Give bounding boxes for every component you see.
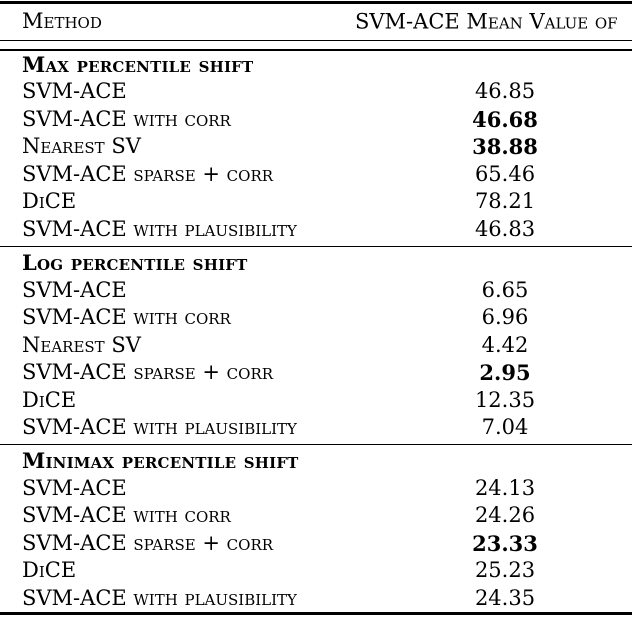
table-row: SVM-ACE sparse + corr 65.46 [0, 161, 632, 189]
table-row: SVM-ACE with corr 46.68 [0, 106, 632, 134]
table-header-row: Method SVM-ACE Mean Value of [0, 4, 632, 40]
top-rule [0, 1, 632, 4]
table-row: SVM-ACE with corr 6.96 [0, 304, 632, 332]
table-row: DiCE 78.21 [0, 188, 632, 216]
method-cell: SVM-ACE [22, 79, 127, 104]
method-cell: Nearest SV [22, 134, 141, 159]
method-cell: SVM-ACE with plausibility [22, 415, 297, 440]
value-cell: 24.26 [474, 503, 536, 528]
table-row: SVM-ACE sparse + corr 23.33 [0, 530, 632, 558]
method-cell: SVM-ACE with corr [22, 503, 231, 528]
value-cell: 78.21 [474, 189, 536, 214]
value-cell: 7.04 [481, 415, 529, 440]
method-cell: SVM-ACE with plausibility [22, 216, 297, 241]
table-row: SVM-ACE with plausibility 7.04 [0, 414, 632, 442]
table-section: Minimax percentile shift SVM-ACE 24.13 S… [0, 447, 632, 612]
rule-line [0, 39, 632, 41]
section-title: Log percentile shift [22, 250, 248, 276]
table-body: Max percentile shift SVM-ACE 46.85 SVM-A… [0, 51, 632, 613]
method-cell: Nearest SV [22, 332, 141, 357]
table-row: SVM-ACE 46.85 [0, 78, 632, 106]
method-cell: DiCE [22, 558, 77, 583]
section-divider-rule [0, 443, 632, 446]
table-row: SVM-ACE sparse + corr 2.95 [0, 359, 632, 387]
method-cell: SVM-ACE [22, 277, 127, 302]
table-row: SVM-ACE 6.65 [0, 276, 632, 304]
table-section: Max percentile shift SVM-ACE 46.85 SVM-A… [0, 51, 632, 244]
value-cell: 24.13 [474, 475, 536, 500]
table-row: DiCE 25.23 [0, 557, 632, 585]
method-cell: SVM-ACE sparse + corr [22, 530, 274, 555]
table-row: SVM-ACE 24.13 [0, 475, 632, 503]
value-cell: 4.42 [481, 332, 529, 357]
section-title-row: Max percentile shift [0, 51, 632, 79]
value-cell: 38.88 [472, 134, 538, 160]
value-cell: 2.95 [479, 360, 531, 386]
table-section: Log percentile shift SVM-ACE 6.65 SVM-AC… [0, 249, 632, 442]
value-cell: 12.35 [474, 387, 536, 412]
method-cell: SVM-ACE [22, 475, 127, 500]
method-cell: DiCE [22, 387, 77, 412]
rule-line [0, 49, 632, 51]
table-row: SVM-ACE with corr 24.26 [0, 502, 632, 530]
method-cell: SVM-ACE with plausibility [22, 585, 297, 610]
method-cell: SVM-ACE sparse + corr [22, 161, 274, 186]
method-cell: DiCE [22, 189, 77, 214]
table-row: Nearest SV 4.42 [0, 331, 632, 359]
section-title: Minimax percentile shift [22, 448, 299, 474]
method-cell: SVM-ACE sparse + corr [22, 360, 274, 385]
value-cell: 46.83 [474, 216, 536, 241]
table-row: DiCE 12.35 [0, 386, 632, 414]
value-cell: 65.46 [474, 161, 536, 186]
method-cell: SVM-ACE with corr [22, 305, 231, 330]
value-cell: 25.23 [474, 558, 536, 583]
table-row: SVM-ACE with plausibility 24.35 [0, 585, 632, 613]
value-cell: 23.33 [472, 530, 538, 556]
col-header-value: SVM-ACE Mean Value of [355, 9, 618, 33]
header-double-rule [0, 39, 632, 51]
table-row: Nearest SV 38.88 [0, 133, 632, 161]
section-title: Max percentile shift [22, 51, 254, 77]
table-row: SVM-ACE with plausibility 46.83 [0, 216, 632, 244]
value-cell: 6.65 [481, 277, 529, 302]
value-cell: 46.85 [474, 79, 536, 104]
value-cell: 6.96 [481, 305, 529, 330]
section-divider-rule [0, 245, 632, 247]
value-cell: 24.35 [474, 585, 536, 610]
method-cell: SVM-ACE with corr [22, 106, 231, 131]
section-title-row: Log percentile shift [0, 249, 632, 277]
col-header-method: Method [22, 9, 102, 33]
bottom-rule [0, 612, 632, 616]
section-title-row: Minimax percentile shift [0, 447, 632, 475]
value-cell: 46.68 [472, 106, 538, 132]
